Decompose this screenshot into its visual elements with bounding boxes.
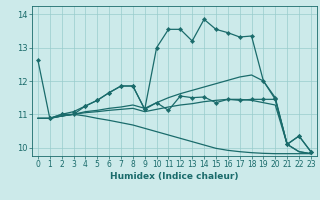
X-axis label: Humidex (Indice chaleur): Humidex (Indice chaleur) [110,172,239,181]
